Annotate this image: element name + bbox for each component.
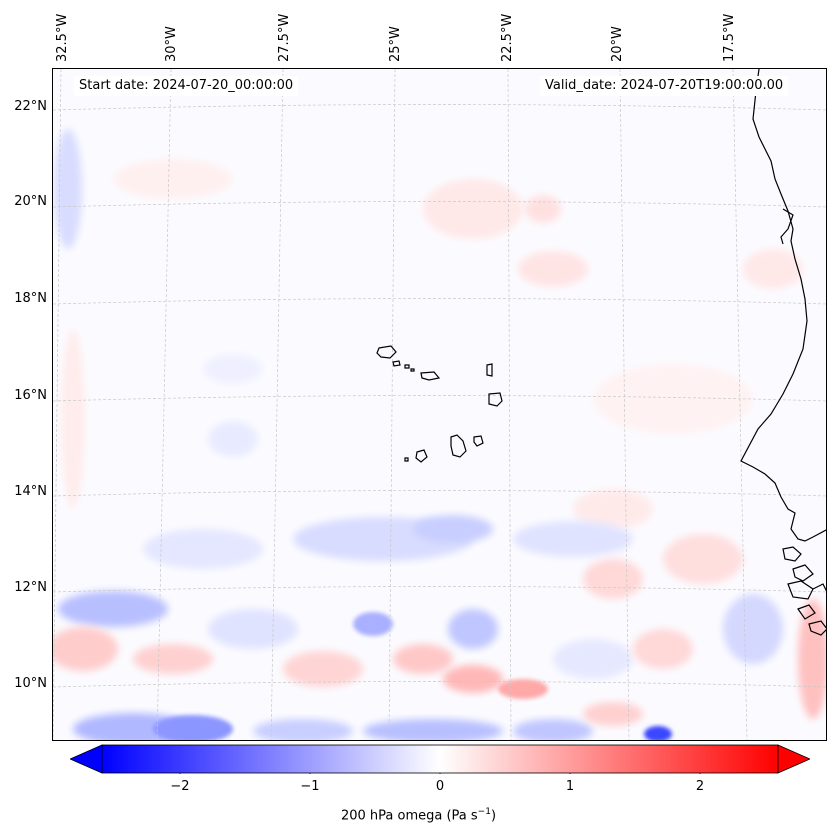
latitude-label: 16°N [14, 388, 47, 403]
colorbar [70, 744, 810, 774]
latitude-label: 10°N [14, 676, 47, 691]
longitude-label: 27.5°W [277, 13, 292, 62]
colorbar-label-end: ) [490, 808, 497, 824]
valid-date-label: Valid_date: 2024-07-20T19:00:00.00 [540, 76, 789, 96]
latitude-label: 14°N [14, 484, 47, 499]
latitude-label: 18°N [14, 291, 47, 306]
omega-field-map [53, 69, 826, 740]
colorbar-tick-label: 1 [565, 779, 575, 794]
colorbar-label-main: 200 hPa omega (Pa s [340, 808, 478, 824]
colorbar-tick-label: −2 [170, 779, 190, 794]
longitude-label: 32.5°W [55, 13, 70, 62]
start-date-label: Start date: 2024-07-20_00:00:00 [74, 76, 299, 96]
colorbar-label: 200 hPa omega (Pa s−1) [0, 807, 837, 823]
colorbar-tick-label: −1 [300, 779, 320, 794]
longitude-label: 30°W [164, 26, 179, 62]
colorbar-tick-label: 0 [435, 779, 445, 794]
longitude-label: 17.5°W [722, 13, 737, 62]
graticule [53, 69, 826, 740]
longitude-label: 22.5°W [500, 13, 515, 62]
colorbar-extend-low [70, 744, 103, 774]
map-panel [52, 68, 827, 741]
colorbar-extend-high [777, 744, 810, 774]
colorbar-tick-marks [179, 773, 701, 774]
longitude-label: 20°W [610, 26, 625, 62]
colorbar-label-exponent: −1 [477, 807, 491, 817]
latitude-label: 22°N [14, 99, 47, 114]
omega-contour-fill [53, 129, 826, 740]
latitude-label: 12°N [14, 580, 47, 595]
latitude-label: 20°N [14, 194, 47, 209]
colorbar-tick-label: 2 [695, 779, 705, 794]
colorbar-gradient [101, 744, 779, 774]
longitude-label: 25°W [388, 26, 403, 62]
coastline [376, 69, 826, 636]
